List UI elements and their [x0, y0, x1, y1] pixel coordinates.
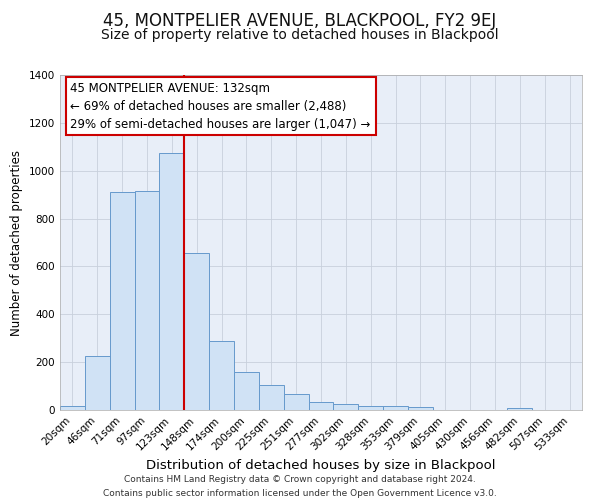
Bar [160, 153, 184, 410]
Bar [184, 254, 209, 410]
Bar [110, 192, 134, 410]
Bar [134, 191, 160, 410]
Text: Size of property relative to detached houses in Blackpool: Size of property relative to detached ho… [101, 28, 499, 42]
X-axis label: Distribution of detached houses by size in Blackpool: Distribution of detached houses by size … [146, 458, 496, 471]
Bar [334, 404, 358, 410]
Bar [308, 402, 334, 410]
Text: 45, MONTPELIER AVENUE, BLACKPOOL, FY2 9EJ: 45, MONTPELIER AVENUE, BLACKPOOL, FY2 9E… [103, 12, 497, 30]
Bar [358, 406, 383, 410]
Bar [209, 340, 234, 410]
Text: 45 MONTPELIER AVENUE: 132sqm
← 69% of detached houses are smaller (2,488)
29% of: 45 MONTPELIER AVENUE: 132sqm ← 69% of de… [70, 82, 371, 130]
Bar [85, 356, 110, 410]
Y-axis label: Number of detached properties: Number of detached properties [10, 150, 23, 336]
Text: Contains HM Land Registry data © Crown copyright and database right 2024.
Contai: Contains HM Land Registry data © Crown c… [103, 476, 497, 498]
Bar [259, 385, 284, 410]
Bar [284, 394, 308, 410]
Bar [60, 406, 85, 410]
Bar [508, 408, 532, 410]
Bar [408, 407, 433, 410]
Bar [383, 406, 408, 410]
Bar [234, 372, 259, 410]
